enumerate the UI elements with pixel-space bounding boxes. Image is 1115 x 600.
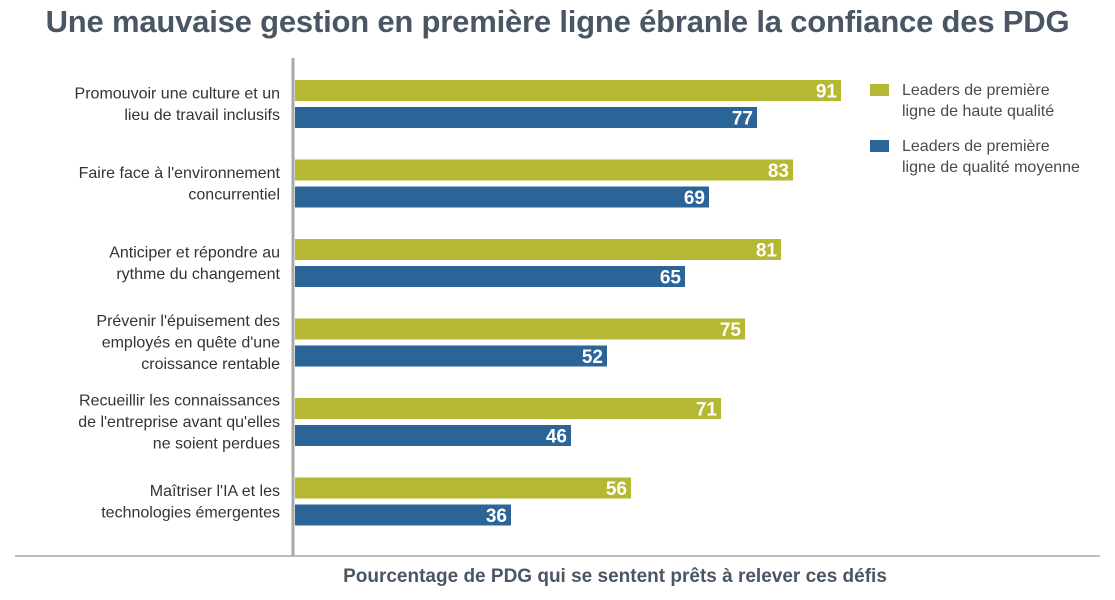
category-label: Maîtriser l'IA et les technologies émerge… bbox=[101, 483, 280, 522]
data-label: 77 bbox=[732, 109, 753, 130]
category-label: Faire face à l'environnement concurrentie… bbox=[79, 165, 281, 204]
bar-average-quality bbox=[295, 107, 757, 128]
category-label-line: de l'entreprise avant qu'elles bbox=[78, 414, 280, 431]
bar-average-quality bbox=[295, 186, 709, 208]
bar-high-quality bbox=[295, 318, 745, 340]
data-label: 71 bbox=[696, 400, 718, 421]
category-label-line: concurrentiel bbox=[188, 186, 280, 203]
category-label-line: Anticiper et répondre au bbox=[109, 244, 280, 261]
data-label: 46 bbox=[546, 427, 567, 448]
bar-average-quality bbox=[295, 425, 571, 446]
category-label: Prévenir l'épuisement des employés en quê… bbox=[96, 313, 280, 373]
legend-label: ligne de qualité moyenne bbox=[902, 159, 1080, 176]
bar-average-quality bbox=[295, 504, 511, 526]
bar-average-quality bbox=[295, 266, 685, 287]
category-label-line: technologies émergentes bbox=[101, 504, 280, 521]
data-label: 75 bbox=[720, 320, 742, 341]
bar-average-quality bbox=[295, 345, 607, 367]
data-label: 83 bbox=[768, 161, 789, 182]
data-label: 36 bbox=[486, 506, 507, 527]
category-label-line: ne soient perdues bbox=[153, 436, 280, 453]
bar-high-quality bbox=[295, 477, 631, 499]
category-label-line: Maîtriser l'IA et les bbox=[150, 483, 280, 500]
data-label: 56 bbox=[606, 479, 627, 500]
category-label: Anticiper et répondre au rythme du change… bbox=[109, 244, 280, 283]
legend-swatch bbox=[870, 140, 889, 152]
x-axis-label: Pourcentage de PDG qui se sentent prêts … bbox=[343, 566, 887, 587]
category-label: Promouvoir une culture et un lieu de trav… bbox=[75, 85, 280, 124]
data-label: 91 bbox=[816, 82, 838, 103]
category-label-line: lieu de travail inclusifs bbox=[124, 107, 280, 124]
legend-label: ligne de haute qualité bbox=[902, 103, 1054, 120]
data-label: 65 bbox=[660, 268, 682, 289]
legend-label: Leaders de première bbox=[902, 138, 1050, 155]
data-label: 52 bbox=[582, 347, 603, 368]
legend-swatch bbox=[870, 84, 889, 96]
category-label-line: Prévenir l'épuisement des bbox=[96, 313, 280, 330]
category-label-line: Faire face à l'environnement bbox=[79, 165, 281, 182]
category-label-line: Promouvoir une culture et un bbox=[75, 85, 280, 102]
category-label: Recueillir les connaissances de l'entrepr… bbox=[78, 393, 280, 453]
data-label: 81 bbox=[756, 241, 778, 262]
bar-high-quality bbox=[295, 239, 781, 260]
category-label-line: rythme du changement bbox=[116, 266, 280, 283]
chart-title: Une mauvaise gestion en première ligne é… bbox=[45, 4, 1070, 39]
legend-label: Leaders de première bbox=[902, 82, 1050, 99]
category-label-line: Recueillir les connaissances bbox=[79, 393, 280, 410]
bar-high-quality bbox=[295, 398, 721, 419]
category-label-line: croissance rentable bbox=[141, 356, 280, 373]
bar-high-quality bbox=[295, 80, 841, 101]
data-label: 69 bbox=[684, 188, 705, 209]
bar-high-quality bbox=[295, 159, 793, 181]
category-label-line: employés en quête d'une bbox=[102, 335, 280, 352]
